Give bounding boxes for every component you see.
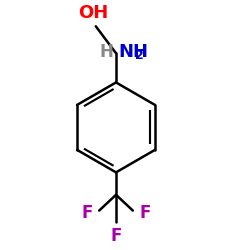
Text: F: F xyxy=(81,204,92,222)
Text: NH: NH xyxy=(118,43,148,61)
Text: H: H xyxy=(100,43,114,61)
Text: F: F xyxy=(140,204,151,222)
Text: 2: 2 xyxy=(135,49,144,62)
Text: F: F xyxy=(110,228,122,246)
Text: OH: OH xyxy=(78,4,109,22)
